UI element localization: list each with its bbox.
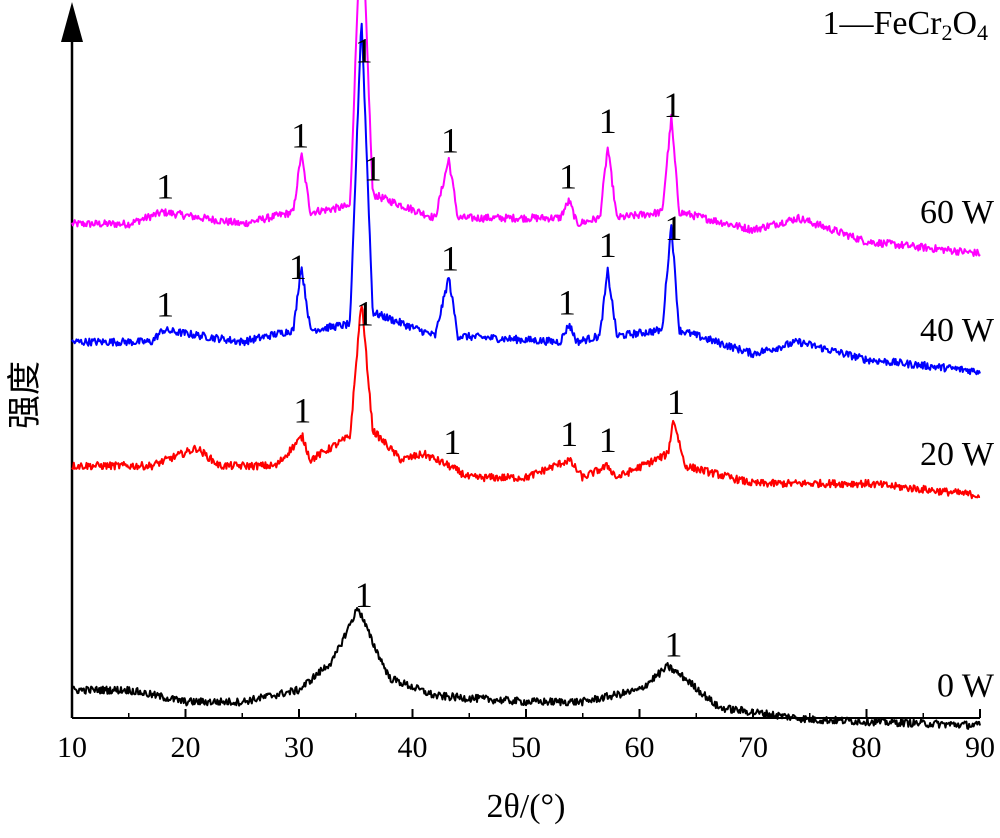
peak-label: 1 [599, 225, 617, 265]
peak-label: 1 [441, 120, 459, 160]
peak-label: 1 [560, 414, 578, 454]
peak-label: 1 [559, 157, 577, 197]
series-line [71, 305, 981, 500]
legend-compound-a: —FeCr [838, 5, 942, 42]
peak-label: 1 [599, 101, 617, 141]
x-tick-label: 10 [57, 731, 87, 764]
axes [61, 2, 980, 719]
x-tick-label: 20 [171, 731, 201, 764]
legend-sub-2: 4 [977, 20, 988, 45]
peak-label: 1 [443, 422, 461, 462]
series-labels: 60 W 40 W 20 W 0 W [920, 194, 995, 705]
peak-label: 1 [355, 575, 373, 615]
peak-label: 1 [291, 116, 309, 156]
peak-label: 1 [599, 420, 617, 460]
y-axis-title: 强度 [6, 361, 44, 429]
series-group [71, 0, 981, 730]
series-label: 60 W [920, 194, 995, 231]
series-label: 40 W [920, 312, 995, 349]
legend-text: 1—FeCr2O4 [822, 5, 988, 45]
legend-compound-b: O [952, 5, 977, 42]
x-tick-label: 90 [965, 731, 995, 764]
x-tick-label: 40 [398, 731, 428, 764]
peak-label: 1 [355, 30, 373, 70]
y-axis-arrowhead [61, 2, 83, 42]
peak-label: 1 [356, 294, 374, 334]
x-tick-label: 60 [625, 731, 655, 764]
series-label: 0 W [937, 668, 995, 705]
series-label: 20 W [920, 436, 995, 473]
series-line [71, 0, 981, 257]
peak-label: 1 [156, 166, 174, 206]
series-line [71, 22, 981, 376]
peak-label: 1 [663, 85, 681, 125]
legend-sub-1: 2 [941, 20, 952, 45]
x-tick-label: 80 [852, 731, 882, 764]
x-tick-label: 50 [511, 731, 541, 764]
legend-marker: 1 [822, 5, 839, 42]
peak-label: 1 [667, 382, 685, 422]
x-axis-title: 2θ/(°) [487, 788, 566, 825]
peak-label: 1 [558, 283, 576, 323]
peak-label: 1 [289, 247, 307, 287]
peak-label: 1 [665, 208, 683, 248]
peak-label: 1 [156, 284, 174, 324]
x-tick-label: 70 [738, 731, 768, 764]
x-tick-label: 30 [284, 731, 314, 764]
peak-label: 1 [364, 148, 382, 188]
x-ticks: 10 20 30 40 50 60 70 80 90 [57, 709, 995, 764]
peak-label: 1 [293, 390, 311, 430]
peak-label: 1 [441, 238, 459, 278]
peak-label: 1 [665, 624, 683, 664]
series-line [71, 607, 981, 730]
